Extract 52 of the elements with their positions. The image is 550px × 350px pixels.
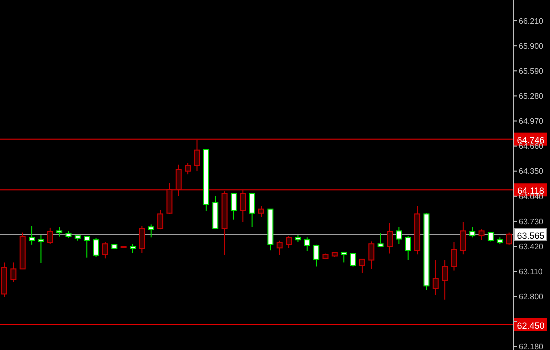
candlestick xyxy=(230,193,237,220)
y-tick-label: 64.350 xyxy=(519,167,544,176)
candlestick xyxy=(396,226,402,245)
candlestick xyxy=(93,238,100,258)
candlestick xyxy=(359,258,366,274)
y-tick-label: 65.280 xyxy=(519,92,544,102)
candlestick xyxy=(158,210,164,230)
candlestick xyxy=(194,139,200,172)
candlestick xyxy=(314,244,320,268)
y-tick-label: 64.970 xyxy=(519,117,544,126)
candlestick xyxy=(176,164,182,197)
candlestick xyxy=(139,226,146,254)
candlestick xyxy=(56,226,63,238)
candlestick xyxy=(166,182,173,215)
candlestick xyxy=(350,252,356,268)
candlestick xyxy=(240,189,246,223)
candlestick xyxy=(38,234,44,264)
candlestick xyxy=(286,236,292,249)
candlestick xyxy=(470,226,476,238)
y-tick-label: 63.110 xyxy=(519,267,544,276)
candlestick xyxy=(84,236,90,258)
y-tick-label: 65.590 xyxy=(519,66,544,76)
candlestick xyxy=(148,224,154,238)
y-tick-label: 65.900 xyxy=(519,42,544,51)
candlestick xyxy=(368,241,375,270)
candlestick xyxy=(304,237,310,252)
candlestick xyxy=(405,236,412,261)
candlestick xyxy=(432,260,439,296)
candlestick xyxy=(276,240,283,256)
candlestick xyxy=(387,222,393,254)
candlestick xyxy=(442,260,448,300)
candlestick xyxy=(258,206,264,218)
candlestick xyxy=(460,222,466,256)
candlestick xyxy=(451,242,458,272)
ref-line-label: 63.565 xyxy=(517,230,545,241)
candlestick xyxy=(185,162,192,176)
y-tick-label: 63.730 xyxy=(519,217,544,226)
y-tick-label: 63.420 xyxy=(519,242,544,252)
candlestick xyxy=(47,227,54,245)
candlestick xyxy=(478,229,485,241)
candlestick xyxy=(29,226,36,246)
y-tick-label: 62.180 xyxy=(519,342,544,350)
candlestick xyxy=(341,252,348,264)
candlestick xyxy=(378,233,384,248)
candlestick xyxy=(506,232,512,246)
ref-line-label: 64.746 xyxy=(517,135,545,146)
y-tick-label: 62.800 xyxy=(519,292,544,302)
candlestick xyxy=(102,242,108,260)
candlestick xyxy=(249,192,256,228)
ref-line-label: 62.450 xyxy=(517,320,545,331)
candlestick xyxy=(10,262,17,283)
y-tick-label: 66.210 xyxy=(519,16,544,26)
